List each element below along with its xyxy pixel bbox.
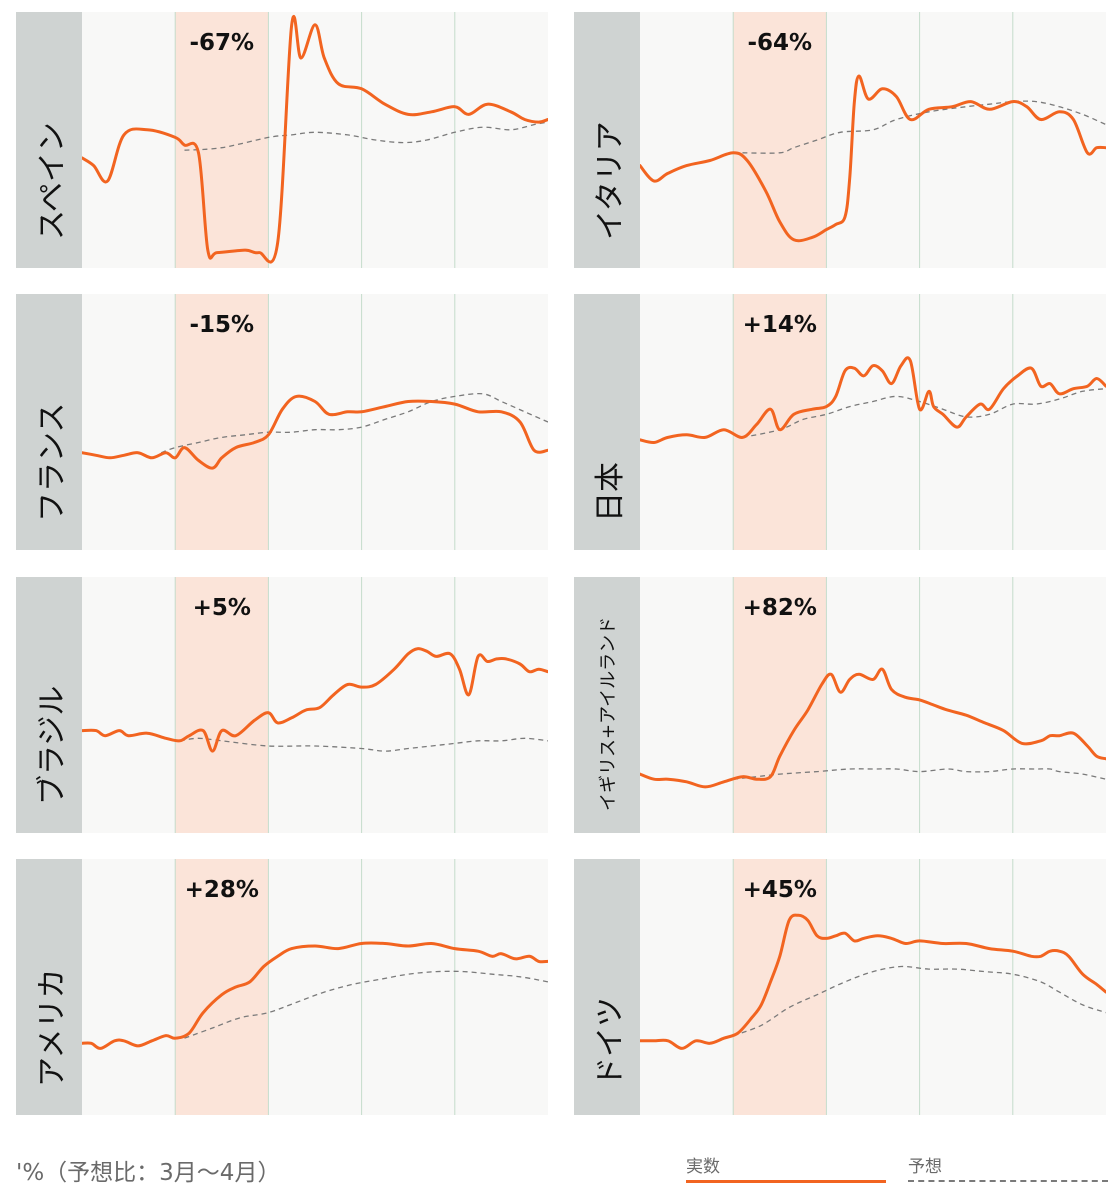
country-label-box: ドイツ bbox=[574, 859, 640, 1115]
forecast-line bbox=[732, 965, 1106, 1037]
change-label: +14% bbox=[743, 312, 817, 338]
country-name: フランス bbox=[35, 402, 70, 522]
line-plot: +5% bbox=[82, 577, 548, 833]
change-label: +82% bbox=[743, 595, 817, 621]
country-label-box: スペイン bbox=[16, 12, 82, 268]
legend-forecast-label: 予想 bbox=[908, 1157, 942, 1177]
change-label: +5% bbox=[193, 595, 251, 621]
panel-3: フランス -15% bbox=[16, 294, 549, 550]
change-label: -64% bbox=[747, 30, 812, 56]
country-name: アメリカ bbox=[35, 968, 70, 1088]
panel-6: イギリス+アイルランド +82% bbox=[574, 577, 1107, 833]
forecast-line bbox=[742, 388, 1106, 439]
actual-line bbox=[640, 667, 1106, 789]
legend-actual-label: 実数 bbox=[686, 1157, 720, 1177]
actual-line bbox=[82, 14, 548, 264]
country-name: イタリア bbox=[593, 121, 628, 240]
legend-forecast-line bbox=[908, 1180, 1108, 1182]
country-name: ブラジル bbox=[35, 685, 70, 805]
highlight-period bbox=[175, 294, 269, 550]
plot-background bbox=[82, 577, 548, 833]
forecast-line bbox=[179, 737, 548, 752]
forecast-line bbox=[733, 768, 1106, 780]
actual-line bbox=[82, 394, 548, 470]
plot-background bbox=[82, 294, 548, 550]
forecast-line bbox=[184, 970, 548, 1039]
panel-1: スペイン -67% bbox=[16, 12, 549, 268]
actual-line bbox=[640, 913, 1106, 1050]
change-label: -67% bbox=[189, 30, 254, 56]
actual-line bbox=[82, 647, 548, 753]
country-label-box: ブラジル bbox=[16, 577, 82, 833]
footer-note: '%（予想比：3月〜4月） bbox=[16, 1160, 281, 1186]
actual-line bbox=[82, 941, 548, 1050]
panel-2: イタリア -64% bbox=[574, 12, 1107, 268]
panel-5: ブラジル +5% bbox=[16, 577, 549, 833]
highlight-period bbox=[733, 859, 827, 1115]
line-plot: -64% bbox=[640, 12, 1106, 268]
country-name: 日本 bbox=[593, 462, 628, 522]
country-label-box: イギリス+アイルランド bbox=[574, 577, 640, 833]
plot-background bbox=[82, 12, 548, 268]
forecast-line bbox=[160, 392, 548, 454]
country-name: イギリス+アイルランド bbox=[598, 616, 619, 811]
highlight-period bbox=[733, 294, 827, 550]
change-label: +45% bbox=[743, 877, 817, 903]
line-plot: +14% bbox=[640, 294, 1106, 550]
plot-background bbox=[640, 294, 1106, 550]
actual-line bbox=[640, 74, 1106, 243]
panel-7: アメリカ +28% bbox=[16, 859, 549, 1115]
highlight-period bbox=[175, 577, 269, 833]
plot-background bbox=[82, 859, 548, 1115]
line-plot: -15% bbox=[82, 294, 548, 550]
forecast-line bbox=[184, 121, 548, 151]
panel-8: ドイツ +45% bbox=[574, 859, 1107, 1115]
highlight-period bbox=[733, 12, 827, 268]
country-name: スペイン bbox=[35, 122, 70, 240]
country-label-box: イタリア bbox=[574, 12, 640, 268]
line-plot: -67% bbox=[82, 12, 548, 268]
legend-actual-line bbox=[686, 1180, 886, 1183]
plot-background bbox=[640, 859, 1106, 1115]
plot-background bbox=[640, 577, 1106, 833]
panel-4: 日本 +14% bbox=[574, 294, 1107, 550]
actual-line bbox=[640, 356, 1106, 445]
forecast-line bbox=[742, 100, 1106, 154]
highlight-period bbox=[175, 12, 269, 268]
country-label-box: 日本 bbox=[574, 294, 640, 550]
country-label-box: フランス bbox=[16, 294, 82, 550]
change-label: +28% bbox=[185, 877, 259, 903]
country-label-box: アメリカ bbox=[16, 859, 82, 1115]
line-plot: +28% bbox=[82, 859, 548, 1115]
country-name: ドイツ bbox=[593, 997, 628, 1087]
plot-background bbox=[640, 12, 1106, 268]
highlight-period bbox=[175, 859, 269, 1115]
line-plot: +82% bbox=[640, 577, 1106, 833]
line-plot: +45% bbox=[640, 859, 1106, 1115]
change-label: -15% bbox=[189, 312, 254, 338]
